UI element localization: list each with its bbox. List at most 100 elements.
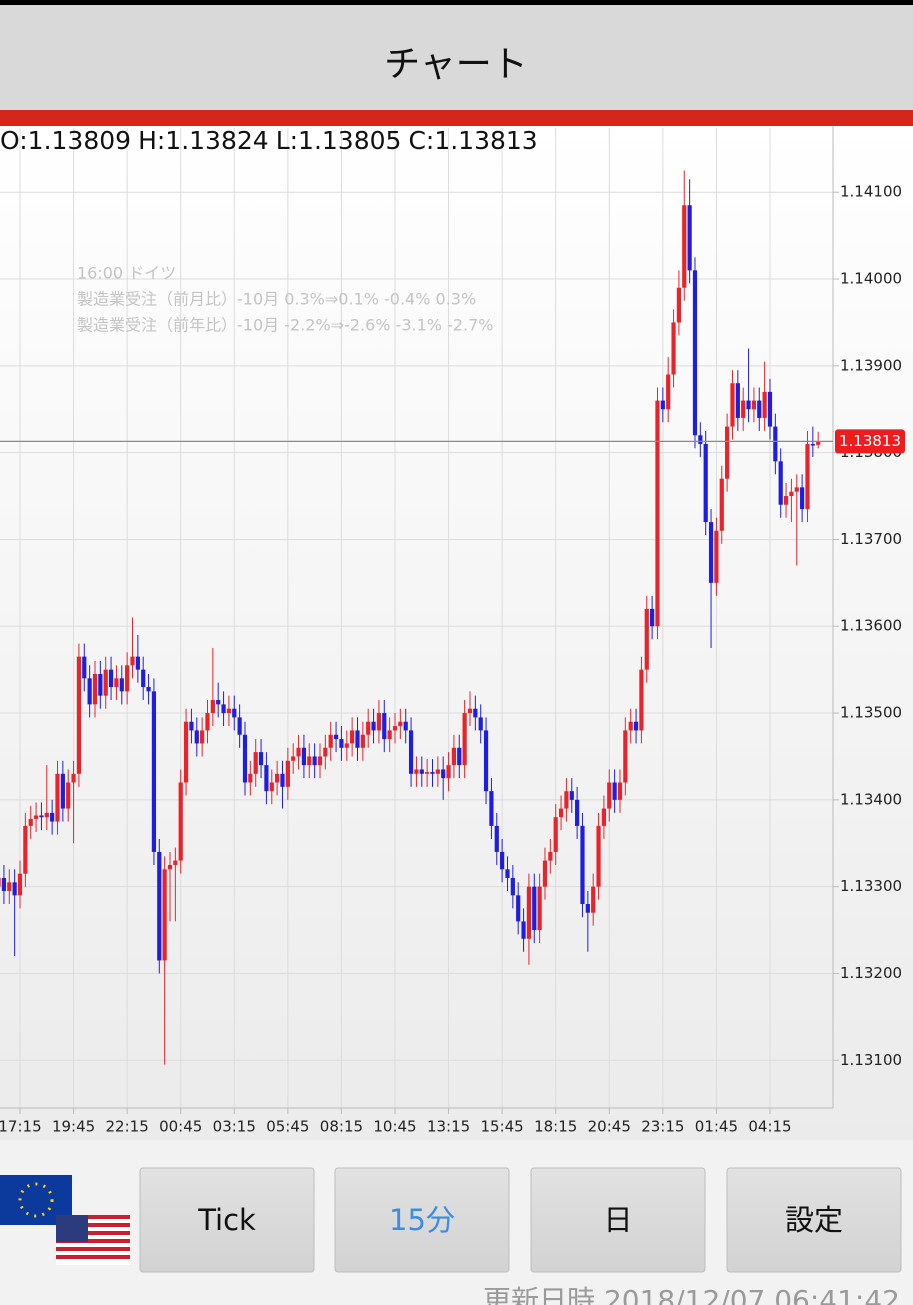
candle-body <box>387 730 392 740</box>
event-annotation: 16:00 ドイツ <box>77 264 176 283</box>
candle-body <box>189 721 194 731</box>
candle-body <box>119 678 124 692</box>
x-tick-label: 22:15 <box>106 1118 149 1136</box>
candle-body <box>725 426 730 479</box>
candle-body <box>71 773 76 783</box>
settings-button[interactable]: 設定 <box>726 1167 902 1273</box>
x-tick-label: 17:15 <box>0 1118 42 1136</box>
candle-body <box>167 864 173 870</box>
candle-body <box>232 708 237 718</box>
candle-body <box>414 769 419 774</box>
y-tick-label: 1.13600 <box>840 617 902 635</box>
candle-body <box>162 869 167 961</box>
ohlc-readout: O:1.13809 H:1.13824 L:1.13805 C:1.13813 <box>0 126 538 155</box>
candle-body <box>767 391 773 427</box>
candle-body <box>403 721 408 731</box>
y-tick-label: 1.13300 <box>840 877 902 895</box>
candle-body <box>644 608 649 670</box>
candle-body <box>392 726 398 731</box>
candle-body <box>382 713 387 740</box>
candle-body <box>580 825 585 905</box>
candle-body <box>650 608 655 627</box>
candle-body <box>591 886 596 913</box>
candle-body <box>350 730 355 744</box>
button-label: 日 <box>603 1203 632 1237</box>
candle-body <box>735 383 740 418</box>
candle-body <box>151 691 157 852</box>
candle-body <box>280 773 285 787</box>
candle-body <box>114 678 119 688</box>
candle-body <box>617 782 623 800</box>
candle-body <box>50 812 55 822</box>
candle-body <box>451 747 457 766</box>
y-tick-label: 1.13900 <box>840 356 902 374</box>
candle-body <box>473 708 478 718</box>
y-tick-labels: 1.13100 1.13200 1.13300 1.13400 1.13500 1.136… <box>833 183 902 1069</box>
candle-body <box>157 851 162 961</box>
candle-body <box>264 765 269 792</box>
candle-body <box>98 673 103 696</box>
candle-body <box>789 491 794 497</box>
candle-body <box>676 287 682 323</box>
candle-body <box>200 730 205 744</box>
candle-body <box>248 773 253 783</box>
candle-body <box>87 678 92 705</box>
candle-body <box>226 708 232 714</box>
candle-body <box>516 895 521 922</box>
x-tick-label: 03:15 <box>213 1118 256 1136</box>
candle-body <box>408 730 414 774</box>
candle-body <box>575 799 580 826</box>
candle-body <box>55 773 60 822</box>
candle-body <box>275 773 280 783</box>
candle-body <box>82 656 87 679</box>
candle-body <box>60 773 65 809</box>
button-label: 設定 <box>785 1203 843 1237</box>
candle-body <box>671 322 676 375</box>
candle-body <box>216 700 221 705</box>
candle-body <box>692 270 698 436</box>
candle-body <box>569 791 574 800</box>
event-annotation: 製造業受注（前年比）-10月 -2.2%⇒-2.6% -3.1% -2.7% <box>77 316 494 335</box>
x-tick-label: 23:15 <box>641 1118 684 1136</box>
button-label: 15分 <box>389 1203 455 1237</box>
candle-body <box>762 391 767 418</box>
candle-body <box>242 734 248 783</box>
candle-body <box>221 704 226 714</box>
candle-body <box>328 734 333 748</box>
candle-body <box>708 522 714 583</box>
candle-body <box>558 808 564 818</box>
tick-button[interactable]: Tick <box>139 1167 315 1273</box>
candle-body <box>17 873 23 896</box>
status-bar <box>0 0 913 5</box>
candle-body <box>28 818 33 826</box>
price-tag: 1.13813 <box>0 429 905 454</box>
candle-body <box>462 713 467 766</box>
y-tick-label: 1.13200 <box>840 964 902 982</box>
event-annotation: 製造業受注（前月比）-10月 0.3%⇒0.1% -0.4% 0.3% <box>77 290 476 309</box>
x-tick-label: 04:15 <box>748 1118 791 1136</box>
ohlc-low: 1.13805 <box>298 126 401 155</box>
update-time: 更新日時 2018/12/07 06:41:42 <box>483 1284 900 1305</box>
candle-body <box>323 747 328 757</box>
day-button[interactable]: 日 <box>530 1167 706 1273</box>
ohlc-prefix: O: <box>0 126 28 155</box>
app-bar <box>0 5 913 110</box>
candle-body <box>285 760 290 787</box>
candle-body <box>553 817 558 852</box>
last-price-label: 1.13813 <box>839 432 901 450</box>
candle-body <box>542 860 548 887</box>
candle-body <box>596 825 601 887</box>
y-tick-label: 1.13500 <box>840 704 902 722</box>
candle-body <box>607 782 612 809</box>
candle-body <box>467 708 473 714</box>
button-label: Tick <box>197 1203 256 1237</box>
candle-body <box>178 782 183 861</box>
candle-body <box>719 478 724 531</box>
15min-button[interactable]: 15分 <box>334 1167 510 1273</box>
candle-body <box>1 877 7 891</box>
candle-body <box>483 730 489 792</box>
candle-body <box>526 886 532 939</box>
candle-body <box>794 487 799 492</box>
x-tick-label: 13:15 <box>427 1118 470 1136</box>
